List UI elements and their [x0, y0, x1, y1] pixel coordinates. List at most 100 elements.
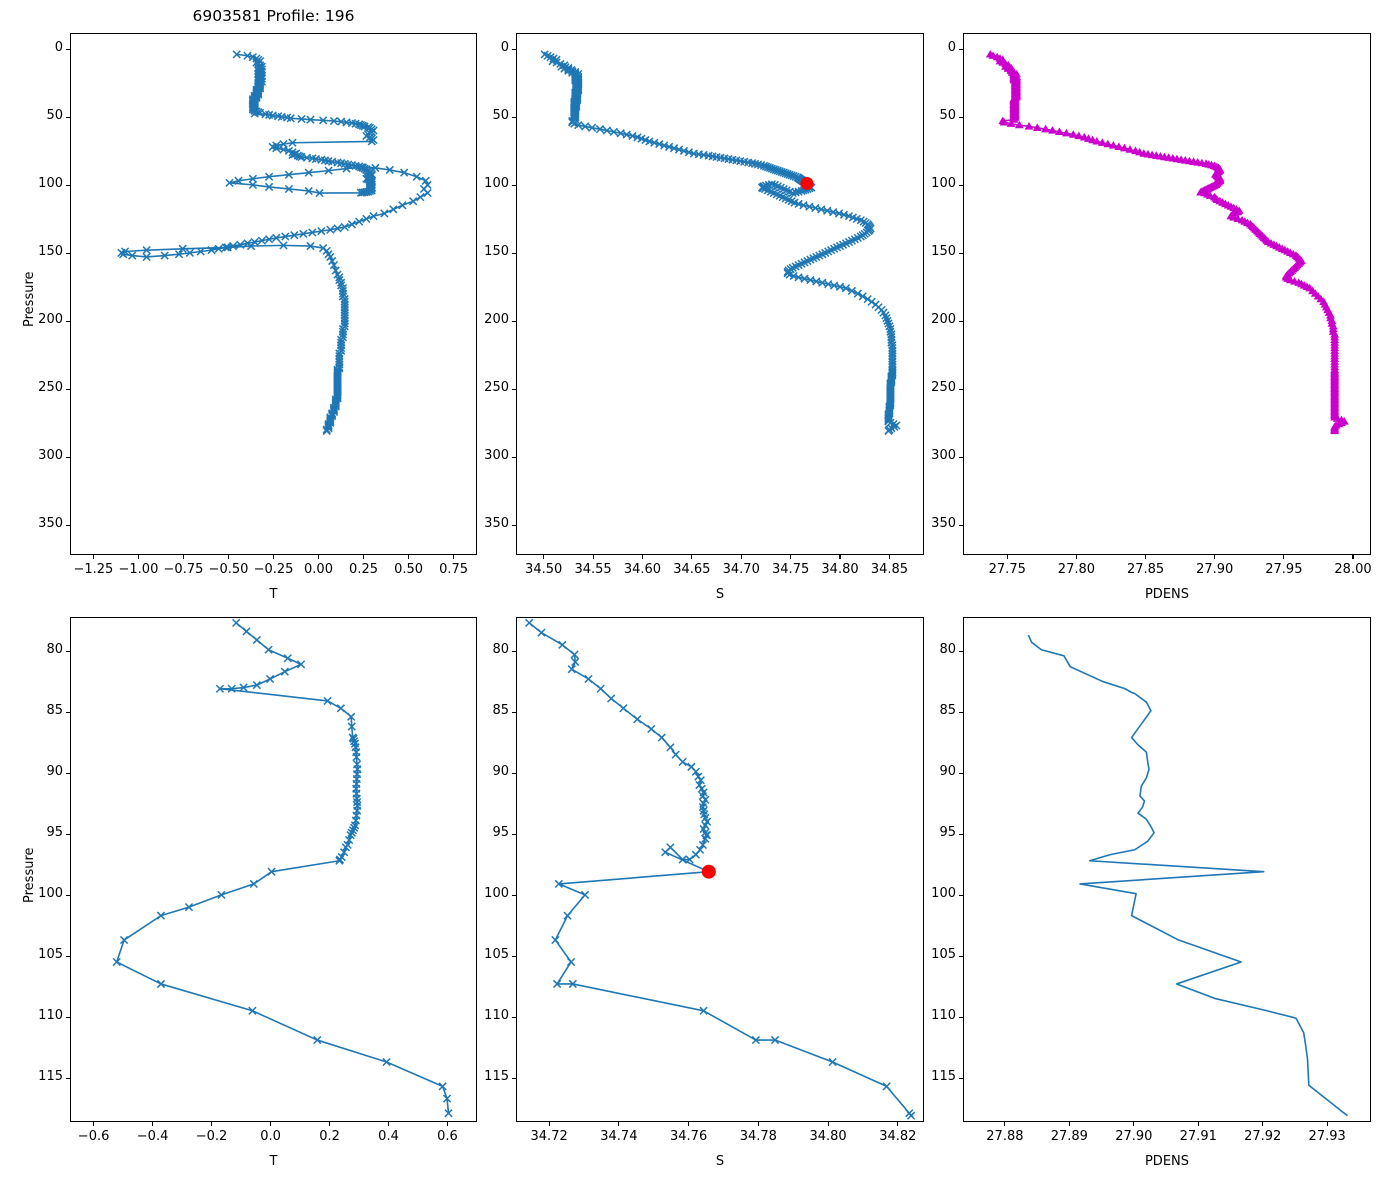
xtick-mark-top-salinity-7	[888, 555, 890, 559]
ytick-label-top-pdens-6: 300	[931, 448, 956, 464]
xtick-mark-top-salinity-0	[543, 555, 545, 559]
xtick-mark-top-temperature-5	[317, 555, 320, 559]
ytick-mark-top-salinity-5	[512, 388, 516, 390]
xtick-mark-bottom-temperature-5	[387, 1122, 390, 1126]
xtick-label-top-pdens-0: 27.75	[988, 562, 1026, 577]
xtick-mark-bottom-temperature-0	[93, 1122, 95, 1126]
xtick-mark-bottom-temperature-3	[270, 1122, 272, 1126]
xtick-mark-bottom-salinity-0	[548, 1122, 550, 1126]
xtick-label-top-salinity-2: 34.60	[623, 562, 662, 577]
xaxis-label-bottom-temperature: T	[269, 1154, 278, 1169]
series-canvas-bottom-salinity	[525, 618, 916, 1120]
ytick-mark-top-pdens-6	[959, 456, 963, 458]
ytick-mark-top-pdens-7	[959, 524, 963, 526]
ytick-label-top-salinity-0: 0	[500, 40, 509, 56]
xaxis-label-bottom-pdens: PDENS	[1144, 1154, 1190, 1169]
yaxis-label-top-temperature: Pressure	[22, 271, 37, 327]
series-canvas-top-pdens	[985, 49, 1349, 435]
xtick-label-top-temperature-0: −1.25	[73, 562, 114, 577]
xtick-mark-top-salinity-4	[740, 555, 742, 559]
ytick-label-bottom-salinity-7: 115	[484, 1069, 509, 1085]
ytick-mark-bottom-salinity-1	[512, 711, 516, 713]
ytick-mark-top-pdens-1	[959, 116, 963, 118]
xtick-mark-bottom-temperature-2	[211, 1122, 213, 1126]
ytick-label-bottom-salinity-5: 105	[484, 947, 509, 963]
xtick-mark-top-salinity-2	[641, 555, 643, 559]
xtick-mark-top-pdens-4	[1283, 555, 1285, 559]
xtick-label-bottom-salinity-5: 34.82	[879, 1129, 917, 1144]
xtick-mark-bottom-pdens-2	[1133, 1122, 1135, 1126]
xtick-mark-top-salinity-3	[691, 555, 693, 559]
xtick-label-bottom-temperature-2: −0.2	[195, 1129, 228, 1144]
xtick-mark-top-temperature-2	[182, 555, 184, 559]
ytick-label-bottom-temperature-6: 110	[38, 1008, 63, 1024]
ytick-mark-bottom-salinity-5	[512, 955, 516, 957]
series-canvas-top-temperature	[71, 34, 432, 436]
ytick-label-bottom-salinity-3: 95	[492, 825, 509, 841]
plot-area-top-temperature	[70, 33, 477, 555]
ytick-label-bottom-pdens-1: 85	[939, 703, 956, 719]
ytick-label-top-salinity-1: 50	[492, 108, 509, 124]
ytick-label-bottom-pdens-0: 80	[939, 642, 956, 658]
yaxis-label-bottom-temperature: Pressure	[22, 846, 37, 903]
series-line-PDENS	[989, 53, 1346, 431]
series-line-PDENS	[1027, 634, 1348, 1117]
xtick-label-bottom-temperature-0: −0.6	[77, 1129, 110, 1144]
ytick-mark-bottom-salinity-2	[512, 772, 516, 774]
ytick-mark-bottom-pdens-6	[959, 1016, 963, 1018]
highlight-point	[800, 177, 814, 191]
xtick-mark-bottom-temperature-1	[152, 1122, 154, 1126]
xtick-mark-bottom-pdens-0	[1004, 1122, 1006, 1126]
xtick-label-bottom-pdens-4: 27.92	[1244, 1129, 1282, 1144]
xtick-label-top-temperature-1: −1.00	[118, 562, 159, 577]
series-line-T	[115, 622, 450, 1114]
xtick-mark-top-pdens-2	[1145, 555, 1147, 559]
plot-area-bottom-pdens	[963, 617, 1371, 1122]
xtick-label-bottom-salinity-0: 34.72	[530, 1129, 568, 1144]
xtick-label-bottom-temperature-4: 0.2	[319, 1129, 340, 1144]
xtick-mark-bottom-temperature-4	[328, 1122, 331, 1126]
ytick-mark-top-salinity-7	[512, 524, 516, 526]
ytick-mark-bottom-temperature-3	[66, 833, 70, 835]
ytick-label-top-pdens-4: 200	[931, 312, 956, 328]
xtick-label-top-salinity-4: 34.70	[722, 562, 760, 577]
ytick-label-bottom-temperature-7: 115	[38, 1069, 63, 1085]
xtick-label-top-salinity-5: 34.75	[772, 562, 810, 577]
ytick-mark-bottom-temperature-2	[66, 772, 70, 774]
ytick-label-bottom-pdens-2: 90	[939, 764, 956, 780]
xtick-label-top-pdens-5: 28.00	[1334, 562, 1372, 577]
xtick-mark-top-salinity-6	[839, 555, 841, 559]
ytick-label-top-salinity-4: 200	[484, 312, 509, 328]
ytick-mark-bottom-pdens-3	[959, 833, 963, 835]
xtick-mark-bottom-pdens-3	[1197, 1122, 1199, 1126]
ytick-label-top-pdens-7: 350	[931, 516, 956, 532]
plot-area-top-pdens	[963, 33, 1371, 555]
xtick-label-top-temperature-3: −0.50	[208, 562, 249, 577]
xaxis-label-top-pdens: PDENS	[1144, 587, 1190, 602]
ytick-mark-top-temperature-7	[66, 524, 70, 526]
ytick-mark-top-salinity-6	[512, 456, 516, 458]
series-line-T	[120, 53, 429, 431]
ytick-label-bottom-temperature-3: 95	[46, 825, 63, 841]
xtick-mark-bottom-salinity-5	[897, 1122, 899, 1126]
xtick-mark-top-pdens-0	[1006, 555, 1008, 559]
xtick-mark-bottom-temperature-6	[446, 1122, 449, 1126]
ytick-mark-bottom-pdens-0	[959, 650, 963, 652]
ytick-label-top-pdens-5: 250	[931, 380, 956, 396]
ytick-label-bottom-salinity-0: 80	[492, 642, 509, 658]
ytick-label-bottom-salinity-4: 100	[484, 886, 509, 902]
ytick-label-bottom-pdens-6: 110	[931, 1008, 956, 1024]
xtick-label-top-salinity-3: 34.65	[673, 562, 711, 577]
xtick-mark-top-temperature-4	[272, 555, 275, 559]
xtick-mark-bottom-pdens-1	[1068, 1122, 1070, 1126]
ytick-label-top-temperature-7: 350	[38, 516, 63, 532]
ytick-label-top-temperature-4: 200	[38, 312, 63, 328]
ytick-label-bottom-pdens-5: 105	[931, 947, 956, 963]
xtick-mark-top-temperature-3	[227, 555, 230, 559]
xtick-mark-top-temperature-6	[362, 555, 365, 559]
ytick-mark-bottom-temperature-0	[66, 650, 70, 652]
xtick-mark-top-pdens-3	[1214, 555, 1216, 559]
ytick-label-bottom-pdens-4: 100	[931, 886, 956, 902]
xtick-mark-top-salinity-1	[592, 555, 594, 559]
